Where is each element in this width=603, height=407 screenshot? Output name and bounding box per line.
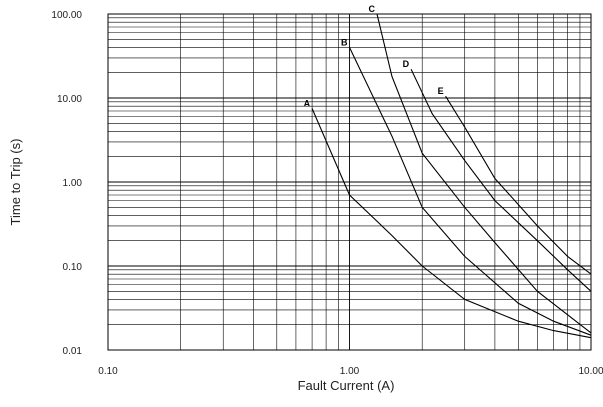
plot-frame: [107, 13, 592, 351]
curve-label-d: D: [403, 59, 410, 69]
x-tick-label: 10.00: [578, 366, 603, 377]
y-tick-label: 1.00: [63, 178, 83, 189]
curve-label-c: C: [369, 4, 376, 14]
curve-c: [376, 13, 592, 334]
curve-d: [410, 68, 592, 292]
curve-label-e: E: [438, 86, 444, 96]
curve-e: [445, 95, 592, 275]
x-tick-labels: 0.10 1.00 10.00: [98, 366, 603, 377]
curve-labels: A B C D E: [304, 4, 444, 108]
trip-curves: [311, 13, 592, 339]
curve-label-b: B: [341, 37, 348, 47]
y-tick-label: 100.00: [51, 10, 82, 21]
x-axis-title: Fault Current (A): [298, 378, 395, 393]
y-tick-label: 10.00: [57, 94, 82, 105]
y-axis-title: Time to Trip (s): [8, 139, 23, 226]
curve-a: [311, 108, 592, 339]
y-tick-labels: 100.00 10.00 1.00 0.10 0.01: [51, 10, 82, 357]
grid-lines: [107, 14, 591, 351]
y-tick-label: 0.01: [63, 346, 83, 357]
y-tick-label: 0.10: [63, 262, 83, 273]
curve-label-a: A: [304, 98, 311, 108]
curve-b: [349, 47, 592, 336]
x-tick-label: 0.10: [98, 366, 118, 377]
x-tick-label: 1.00: [340, 366, 360, 377]
